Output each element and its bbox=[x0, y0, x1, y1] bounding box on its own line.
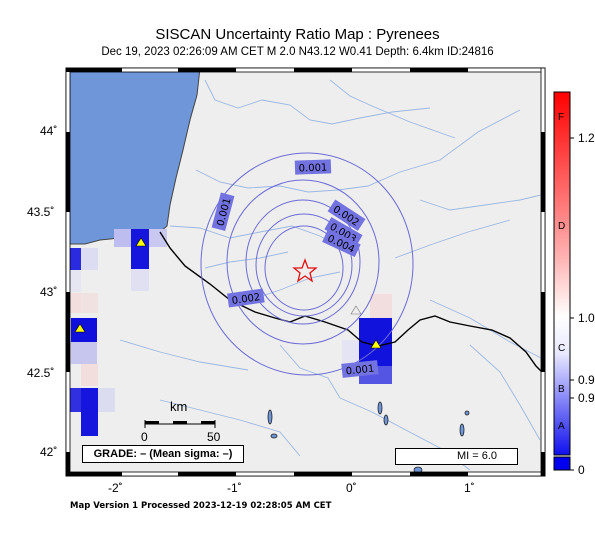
scale-start-label: 0 bbox=[141, 430, 148, 444]
mi-legend-box: MI = 6.0 bbox=[395, 448, 518, 465]
y-tick-label: 42˚ bbox=[40, 445, 58, 459]
colorbar-grade-label: A bbox=[558, 421, 565, 432]
contour-label: 0.001 bbox=[345, 364, 375, 378]
country-border bbox=[159, 231, 545, 376]
epicenter-star-icon bbox=[292, 258, 318, 283]
x-tick-label: -1˚ bbox=[227, 481, 242, 495]
station-triangle-icon bbox=[350, 305, 362, 315]
station-triangle-icon bbox=[135, 237, 147, 247]
contour-label: 0.002 bbox=[231, 292, 261, 307]
x-tick-label: -2˚ bbox=[108, 481, 123, 495]
x-tick-label: 1˚ bbox=[464, 481, 475, 495]
stations bbox=[74, 237, 382, 349]
y-tick-label: 43.5˚ bbox=[27, 205, 55, 219]
scale-end-label: 50 bbox=[207, 430, 221, 444]
y-tick-label: 43˚ bbox=[40, 285, 58, 299]
reservoirs bbox=[267, 401, 470, 474]
colorbar bbox=[553, 91, 574, 471]
station-triangle-icon bbox=[370, 339, 382, 349]
colorbar-value-label: 1.0 bbox=[578, 311, 595, 325]
station-triangle-icon bbox=[74, 323, 86, 333]
x-tick-label: 0˚ bbox=[346, 481, 357, 495]
colorbar-value-label: 0.9 bbox=[578, 391, 595, 405]
grade-box: GRADE: – (Mean sigma: –) bbox=[82, 445, 244, 463]
contour-label: 0.001 bbox=[299, 163, 328, 175]
colorbar-grade-label: C bbox=[558, 343, 566, 354]
y-tick-label: 44˚ bbox=[40, 124, 58, 138]
uncertainty-contours bbox=[200, 152, 414, 376]
mi-label: MI = 6.0 bbox=[457, 450, 498, 462]
scale-unit-label: km bbox=[170, 399, 188, 414]
colorbar-value-label: 0.9 bbox=[578, 373, 595, 387]
colorbar-value-label: 0 bbox=[578, 463, 585, 477]
processing-footer: Map Version 1 Processed 2023-12-19 02:28… bbox=[70, 501, 332, 511]
distance-scale-bar bbox=[144, 420, 216, 428]
colorbar-grade-label: B bbox=[558, 384, 565, 395]
contour-labels: 0.001 0.002 0.003 0.004 0.001 0.002 0.00… bbox=[211, 159, 379, 378]
colorbar-grade-label: F bbox=[558, 112, 565, 123]
event-info: Dec 19, 2023 02:26:09 AM CET M 2.0 N43.1… bbox=[101, 46, 494, 58]
colorbar-value-label: 1.2 bbox=[578, 131, 595, 145]
y-tick-label: 42.5˚ bbox=[27, 366, 55, 380]
map-frame bbox=[65, 67, 546, 477]
colorbar-grade-label: D bbox=[558, 221, 566, 232]
map-title: SISCAN Uncertainty Ratio Map : Pyrenees bbox=[155, 26, 440, 43]
